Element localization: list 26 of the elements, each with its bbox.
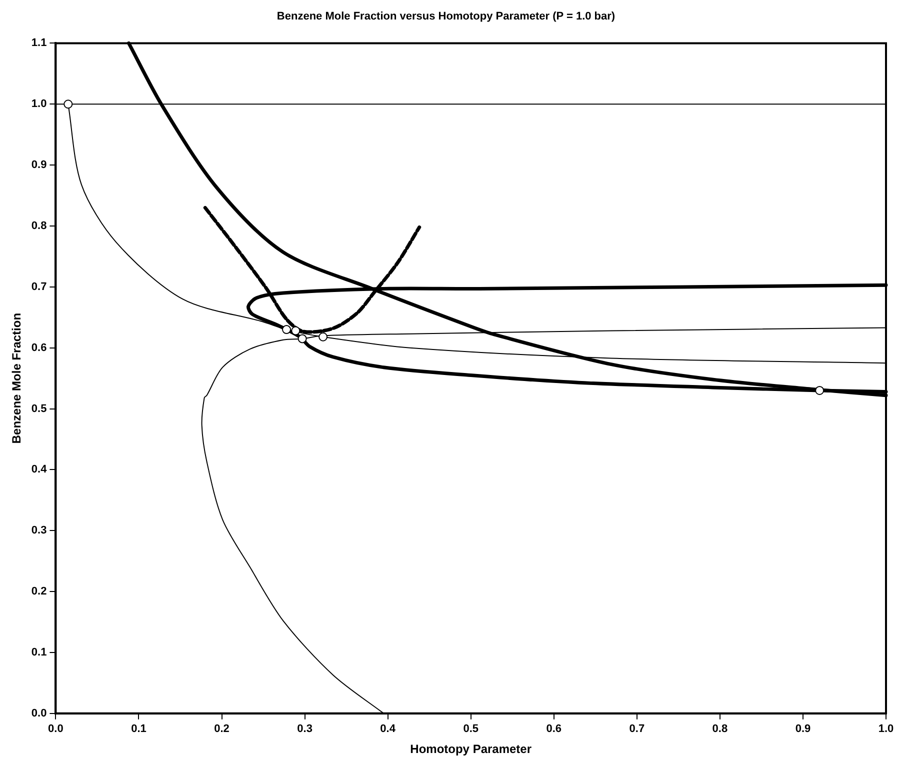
y-tick-label: 0.3 (31, 524, 47, 537)
x-tick-label: 0.2 (214, 723, 230, 736)
y-tick-label: 0.6 (31, 342, 47, 354)
x-tick-label: 1.0 (878, 723, 894, 736)
y-tick-label: 0.5 (31, 402, 47, 415)
y-tick-label: 0.9 (31, 159, 47, 172)
y-tick-label: 0.8 (31, 220, 47, 232)
x-tick-label: 0.6 (546, 723, 562, 736)
y-tick-label: 0.2 (31, 586, 47, 598)
chart-title: Benzene Mole Fraction versus Homotopy Parameter (P = 1.0 bar) (276, 10, 616, 23)
x-axis-title: Homotopy Parameter (410, 742, 532, 756)
y-tick-label: 0.1 (31, 646, 47, 659)
y-tick-label: 1.0 (31, 98, 47, 110)
x-tick-label: 0.5 (463, 723, 478, 736)
x-tick-label: 0.7 (629, 723, 645, 736)
x-tick-label: 0.1 (131, 723, 146, 736)
x-tick-label: 0.0 (48, 723, 64, 736)
x-tick-label: 0.9 (795, 723, 811, 736)
y-tick-label: 0.0 (31, 707, 47, 720)
x-tick-label: 0.4 (380, 723, 396, 736)
x-tick-label: 0.3 (297, 723, 312, 736)
y-tick-label: 1.1 (31, 37, 47, 50)
y-tick-label: 0.4 (31, 464, 48, 476)
x-tick-label: 0.8 (712, 723, 728, 736)
y-axis-title: Benzene Mole Fraction (10, 312, 24, 444)
y-tick-label: 0.7 (31, 280, 47, 293)
